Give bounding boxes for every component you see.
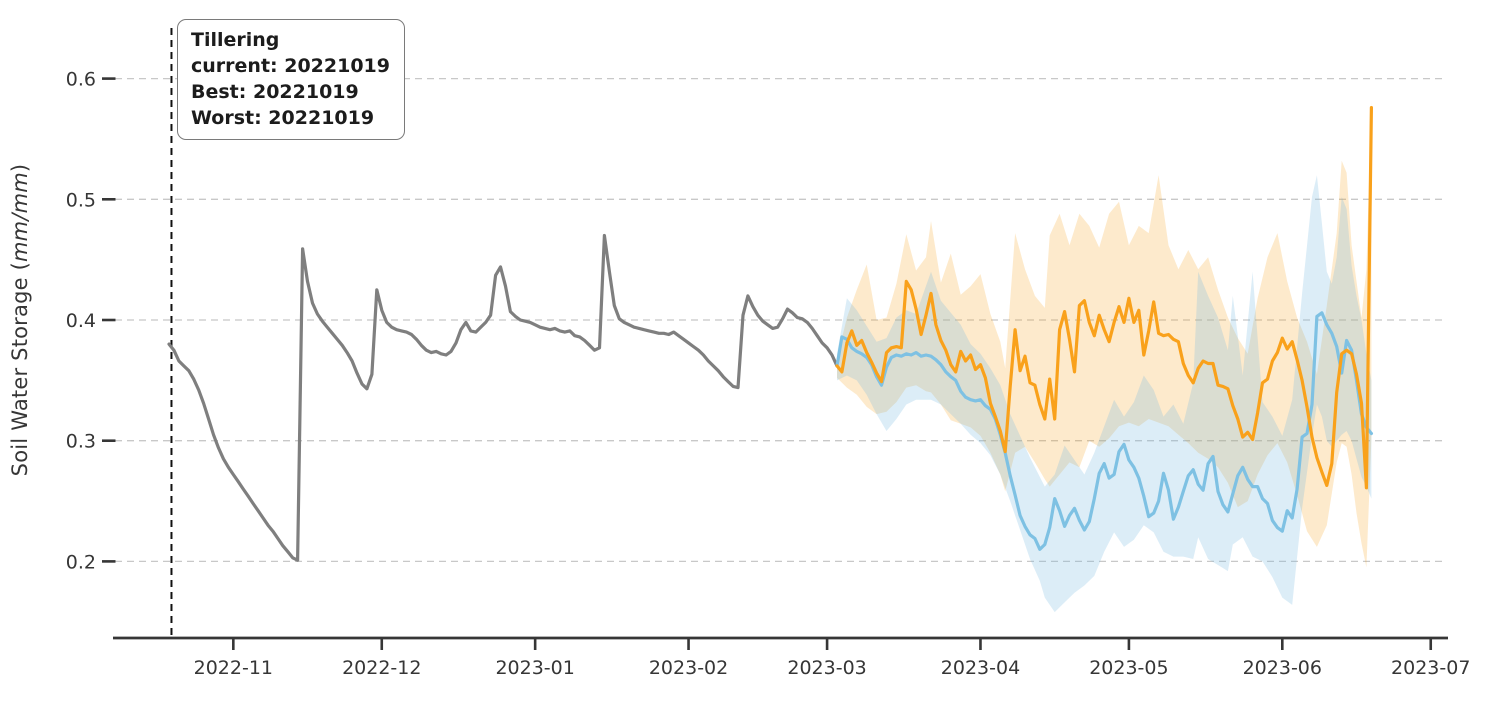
annotation-best-line: Best: 20221019 (191, 81, 359, 103)
annotation-box: Tillering current: 20221019 Best: 202210… (177, 19, 405, 140)
y-axis-title-close: ) (8, 163, 32, 173)
annotation-title: Tillering (191, 29, 280, 51)
x-tick-label: 2023-03 (787, 657, 866, 679)
y-tick-label: 0.3 (66, 431, 96, 453)
x-tick-label: 2023-04 (941, 657, 1020, 679)
forecast-skyblue-band (837, 175, 1372, 613)
y-axis-title: Soil Water Storage (mm/mm) (8, 164, 32, 477)
x-tick-label: 2023-01 (495, 657, 574, 679)
forecast-skyblue-line (835, 311, 1373, 551)
annotation-worst-line: Worst: 20221019 (191, 107, 375, 129)
y-tick-label: 0.5 (66, 189, 96, 211)
x-tick-label: 2023-02 (649, 657, 728, 679)
y-tick-label: 0.2 (66, 551, 96, 573)
x-tick-label: 2022-11 (194, 657, 273, 679)
x-tick-label: 2023-07 (1391, 657, 1470, 679)
x-tick-label: 2022-12 (342, 657, 421, 679)
y-axis-title-units: mm/mm (8, 172, 32, 262)
x-tick-label: 2023-06 (1243, 657, 1322, 679)
y-axis-title-text: Soil Water Storage ( (8, 262, 32, 477)
observed-line (167, 233, 839, 562)
y-tick-label: 0.4 (66, 310, 96, 332)
annotation-current-line: current: 20221019 (191, 55, 390, 77)
x-tick-label: 2023-05 (1089, 657, 1168, 679)
y-tick-label: 0.6 (66, 69, 96, 91)
forecast-orange-line (835, 106, 1373, 490)
